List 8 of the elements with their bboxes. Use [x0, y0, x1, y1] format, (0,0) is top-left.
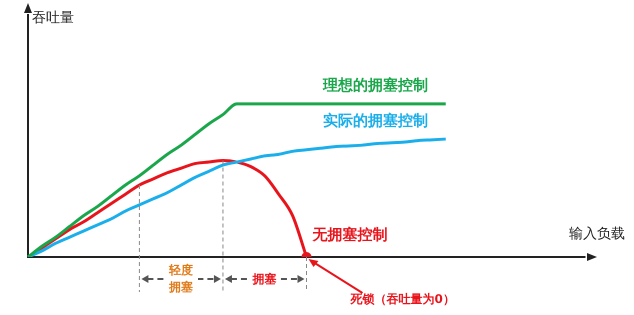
text: 吞吐量	[32, 9, 74, 27]
text: 死锁（吞吐量为0）	[350, 291, 455, 308]
series-label: 实际的拥塞控制	[322, 111, 428, 130]
text: 拥塞	[250, 270, 280, 288]
series-label: 无拥塞控制	[312, 225, 388, 244]
series-label: 理想的拥塞控制	[322, 76, 428, 94]
x-axis-title: 输入负载	[569, 225, 625, 243]
text: 轻度拥塞	[164, 262, 198, 296]
